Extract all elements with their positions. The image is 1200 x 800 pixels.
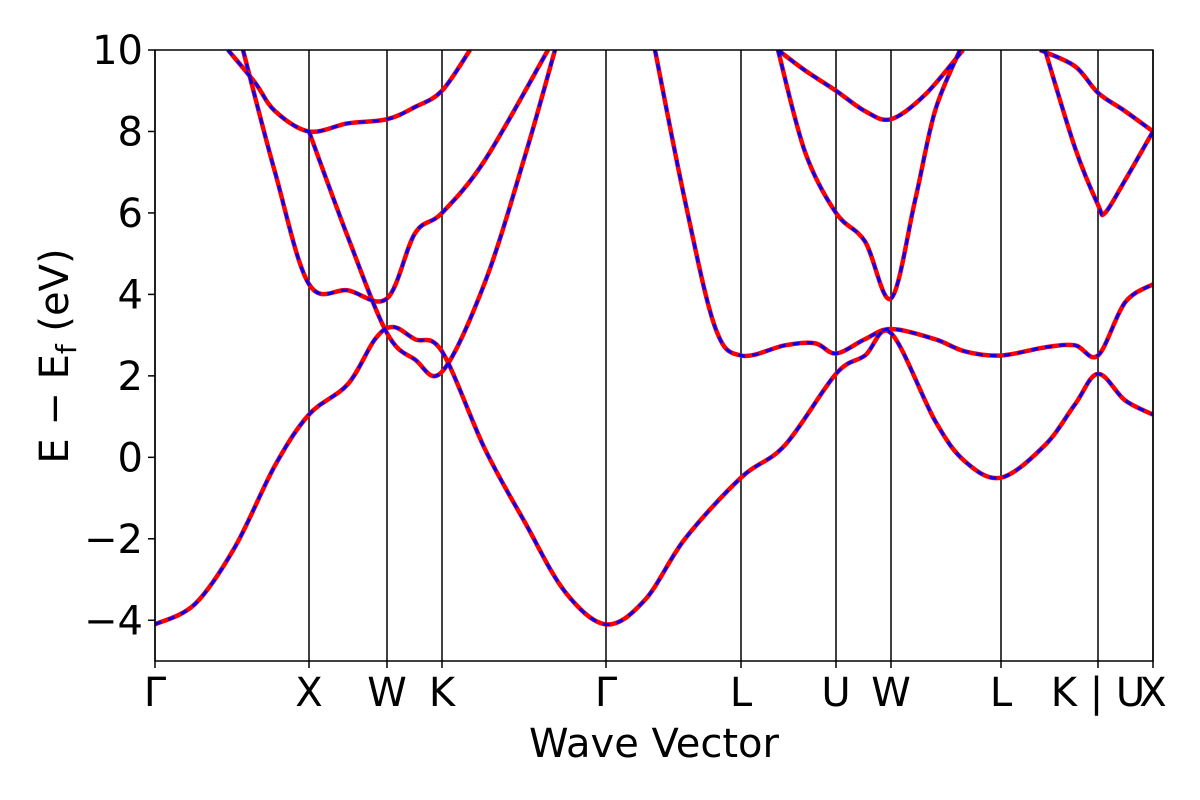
x-tick-label: X bbox=[295, 670, 322, 716]
x-tick-label: L bbox=[990, 670, 1013, 716]
plot-frame bbox=[154, 49, 1154, 662]
y-tick-label: 0 bbox=[118, 435, 143, 481]
x-tick-label: K bbox=[429, 670, 457, 716]
x-tick-label: W bbox=[367, 670, 407, 716]
band-line bbox=[652, 50, 1153, 360]
y-tick-label: 10 bbox=[92, 28, 143, 74]
band-line bbox=[775, 50, 963, 302]
band-line bbox=[1042, 50, 1153, 218]
x-tick-label: Γ bbox=[144, 670, 167, 716]
y-tick-label: 6 bbox=[118, 191, 143, 237]
x-tick-label: U bbox=[821, 670, 850, 716]
y-axis-label: E − Ef (eV) bbox=[32, 248, 83, 463]
y-label-main: E − E bbox=[32, 354, 78, 464]
band-line bbox=[307, 50, 557, 378]
y-tick-label: −4 bbox=[84, 598, 143, 644]
band-line bbox=[226, 50, 472, 135]
band-line bbox=[155, 325, 1153, 626]
band-line bbox=[653, 50, 1153, 359]
y-tick-label: 2 bbox=[118, 354, 143, 400]
y-tick-label: 8 bbox=[118, 109, 143, 155]
x-tick-label: Γ bbox=[595, 670, 618, 716]
band-line bbox=[1043, 50, 1153, 217]
y-tick-label: 4 bbox=[118, 272, 143, 318]
band-line bbox=[241, 50, 550, 304]
x-axis-label: Wave Vector bbox=[529, 721, 780, 767]
band-line bbox=[777, 50, 965, 122]
y-label-sub: f bbox=[50, 343, 83, 354]
band-line bbox=[240, 50, 550, 304]
x-tick-label: W bbox=[871, 670, 911, 716]
plot-area bbox=[155, 50, 1153, 627]
x-tick-label: K | U bbox=[1051, 670, 1145, 716]
x-tick-label: X bbox=[1139, 670, 1166, 716]
y-label-unit: (eV) bbox=[32, 248, 78, 331]
x-tick-label: L bbox=[730, 670, 753, 716]
band-line bbox=[226, 50, 472, 134]
y-tick-label: −2 bbox=[84, 517, 143, 563]
band-line bbox=[1039, 50, 1153, 133]
